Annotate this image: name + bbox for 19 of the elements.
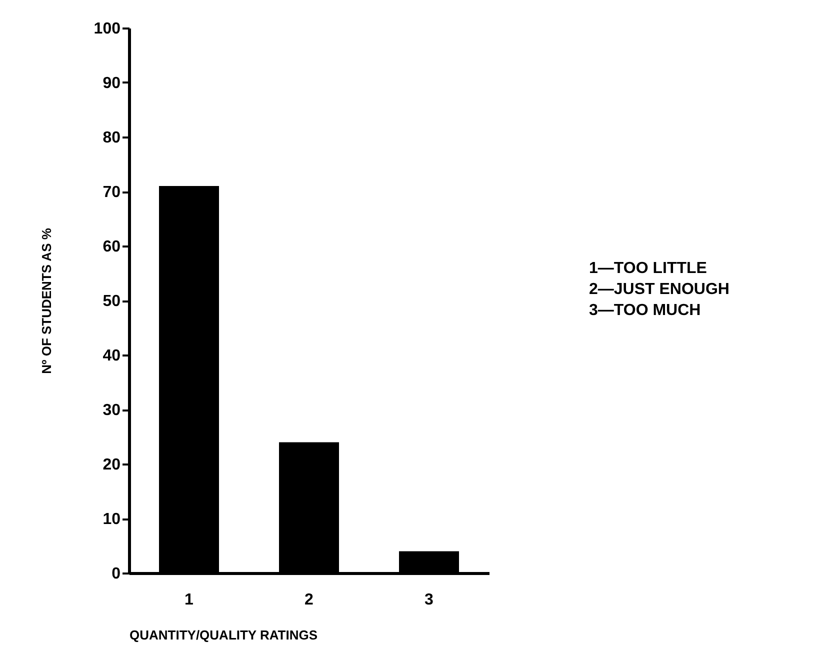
x-tick-label: 3	[424, 592, 434, 608]
y-tick-label: 60	[102, 238, 121, 256]
x-tick-label: 2	[304, 592, 314, 608]
y-axis-title: Nº OF STUDENTS AS %	[38, 228, 54, 374]
y-tick-label: 50	[102, 293, 121, 310]
y-tick-label: 80	[102, 130, 121, 146]
text: 2—JUST ENOUGH	[589, 281, 730, 298]
text: 1—TOO LITTLE	[589, 260, 708, 277]
y-tick-label: 10	[102, 511, 121, 528]
text: 3—TOO MUCH	[589, 302, 701, 319]
y-tick-label: 90	[102, 75, 121, 92]
x-tick-label: 1	[184, 592, 194, 608]
x-axis-title: QUANTITY/QUALITY RATINGS	[130, 628, 318, 642]
y-tick-label: 30	[102, 402, 121, 419]
y-tick-label: 100	[94, 20, 121, 38]
y-tick-label: 40	[102, 348, 121, 364]
y-tick-label: 20	[102, 456, 121, 474]
y-tick-label: 70	[102, 184, 121, 201]
y-tick-label: 0	[112, 566, 121, 582]
